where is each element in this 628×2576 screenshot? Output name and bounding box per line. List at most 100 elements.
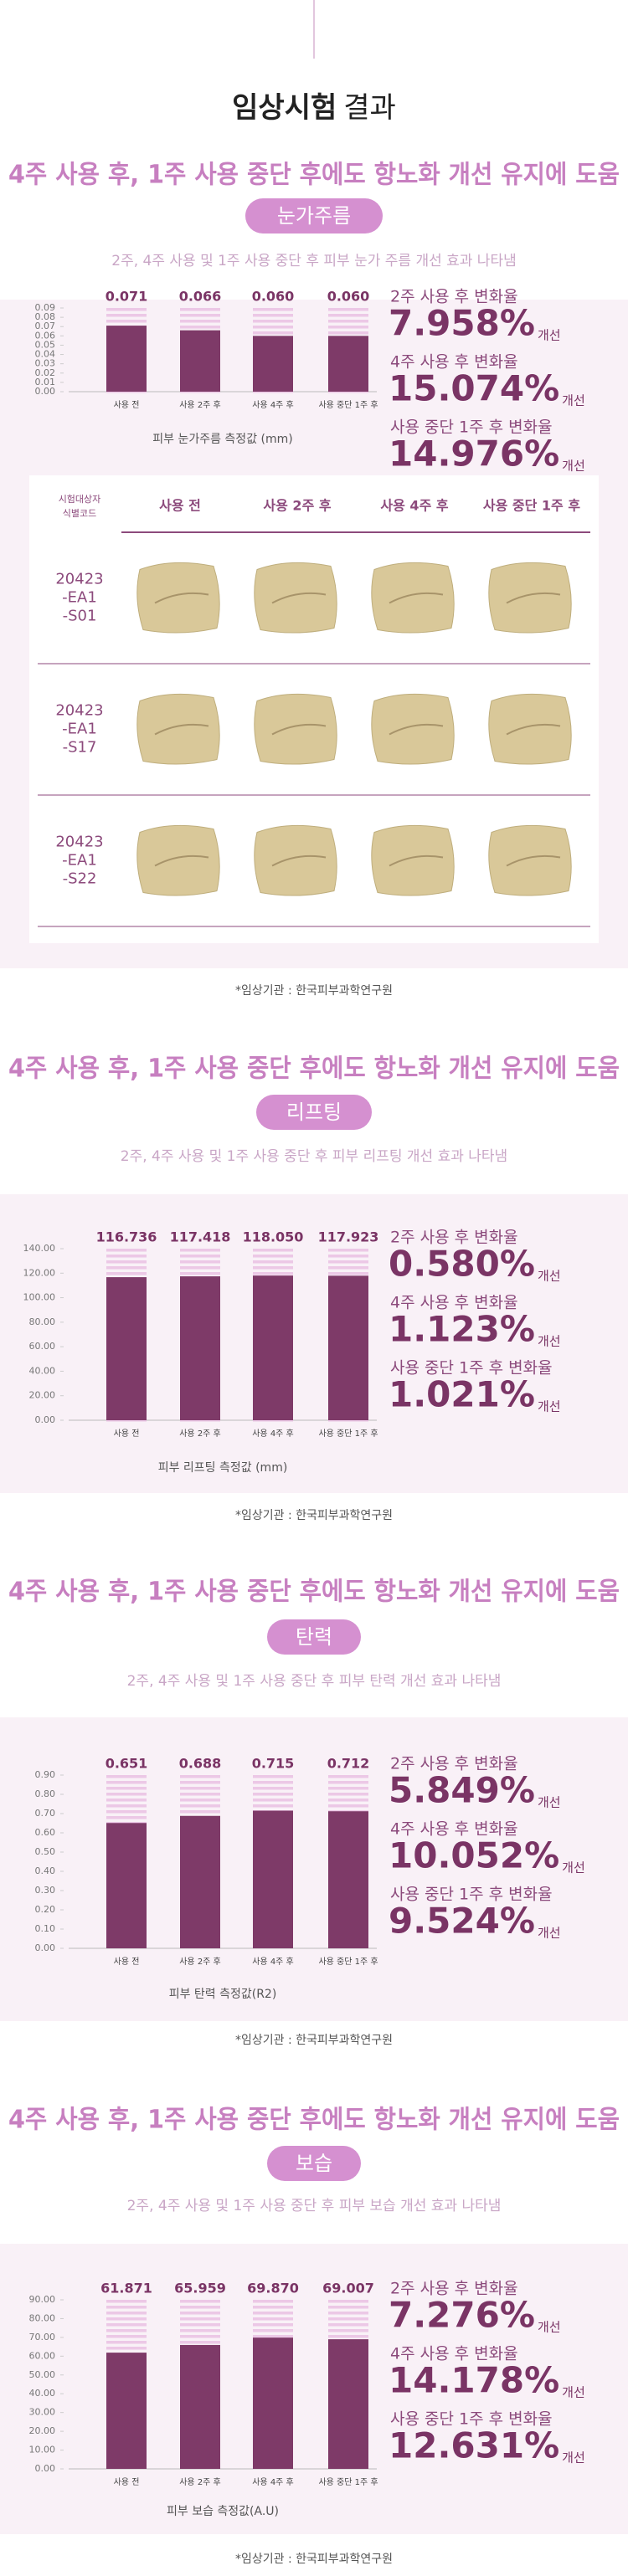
- bar-stripe: [328, 2329, 368, 2332]
- bar-stripe: [180, 1255, 220, 1258]
- bar-stripe: [253, 331, 293, 335]
- x-tick-label: 사용 4주 후: [252, 2477, 294, 2487]
- bar-stripe: [253, 2317, 293, 2321]
- bar-stripe: [106, 308, 147, 311]
- x-tick-label: 사용 중단 1주 후: [318, 1957, 378, 1967]
- bar-stripe: [180, 308, 220, 311]
- skin-replica-photo: [371, 824, 455, 896]
- bar-stripe: [328, 1793, 368, 1796]
- y-tick-label: 0.01: [35, 377, 56, 387]
- bar: [106, 1823, 147, 1948]
- skin-replica-photo: [136, 562, 220, 634]
- bar-stripe: [106, 1816, 147, 1819]
- change-suffix: 개선: [538, 2320, 561, 2335]
- bar: [253, 1810, 293, 1948]
- skin-crease: [389, 854, 444, 867]
- change-label: 사용 중단 1주 후 변화율: [390, 2410, 553, 2429]
- change-suffix: 개선: [538, 328, 561, 343]
- bar-stripe: [106, 1781, 147, 1784]
- bar-stripe: [253, 308, 293, 311]
- bar-stripe: [106, 314, 147, 317]
- change-value: 10.052%: [389, 1835, 559, 1876]
- bar-stripe: [180, 1775, 220, 1778]
- bar-stripe: [328, 320, 368, 323]
- bar-stripe: [180, 2335, 220, 2338]
- bar: [180, 2344, 220, 2469]
- bar-value-label: 65.959: [174, 2281, 226, 2296]
- y-tick-label: 40.00: [29, 2388, 56, 2399]
- bar-stripe: [253, 1793, 293, 1796]
- bar-value-label: 0.060: [327, 289, 370, 305]
- change-suffix: 개선: [538, 1926, 561, 1941]
- bar-stripe: [180, 1781, 220, 1784]
- bar-stripe: [106, 2329, 147, 2332]
- y-tick-label: 0.07: [35, 321, 56, 331]
- bar-stripe: [328, 2306, 368, 2309]
- change-value: 14.178%: [389, 2360, 559, 2401]
- bar: [106, 1277, 147, 1420]
- bar-value-label: 0.071: [106, 289, 148, 305]
- bar-stripe: [328, 1781, 368, 1784]
- bar-stripe: [106, 2317, 147, 2321]
- x-tick-label: 사용 2주 후: [179, 400, 221, 410]
- bar-stripe: [328, 308, 368, 311]
- bar-stripe: [328, 1260, 368, 1264]
- y-tick-label: 60.00: [29, 1341, 56, 1352]
- y-tick-label: 0.03: [35, 358, 56, 369]
- bar-stripe: [180, 1272, 220, 1275]
- bar: [328, 336, 368, 392]
- y-tick-label: 0.40: [35, 1865, 56, 1876]
- bar-stripe: [253, 2323, 293, 2327]
- bar-stripe: [253, 1255, 293, 1258]
- x-tick-label: 사용 전: [114, 400, 140, 410]
- bar: [328, 2339, 368, 2469]
- y-tick-label: 0.30: [35, 1885, 56, 1896]
- bar-stripe: [106, 1793, 147, 1796]
- change-label: 사용 중단 1주 후 변화율: [390, 1886, 553, 1904]
- bar-stripe: [253, 1775, 293, 1778]
- bar-stripe: [180, 314, 220, 317]
- bar: [106, 326, 147, 392]
- bar-value-label: 117.923: [318, 1229, 379, 1245]
- axis-caption: 피부 탄력 측정값(R2): [169, 1988, 277, 2001]
- bar-stripe: [253, 2335, 293, 2338]
- bar-stripe: [328, 2335, 368, 2338]
- headline: 4주 사용 후, 1주 사용 중단 후에도 항노화 개선 유지에 도움: [8, 1578, 620, 1607]
- bar-stripe: [180, 1260, 220, 1264]
- bar-stripe: [106, 2300, 147, 2303]
- skin-crease: [389, 592, 444, 604]
- skin-crease: [271, 592, 327, 604]
- change-value: 12.631%: [389, 2425, 559, 2466]
- bar-stripe: [106, 1810, 147, 1814]
- change-suffix: 개선: [562, 459, 585, 474]
- bar: [180, 330, 220, 392]
- headline: 4주 사용 후, 1주 사용 중단 후에도 항노화 개선 유지에 도움: [8, 161, 620, 190]
- bar-stripe: [180, 2306, 220, 2309]
- bar-stripe: [253, 1787, 293, 1790]
- subject-code: -S22: [63, 870, 97, 888]
- skin-replica-photo: [254, 824, 337, 896]
- change-label: 2주 사용 후 변화율: [390, 1229, 518, 1247]
- bar-stripe: [180, 1249, 220, 1252]
- x-tick-label: 사용 2주 후: [179, 2477, 221, 2487]
- bar-value-label: 0.060: [252, 289, 295, 305]
- axis-caption: 피부 리프팅 측정값 (mm): [158, 1461, 288, 1475]
- source-note: *임상기관 : 한국피부과학연구원: [235, 1509, 393, 1522]
- bar-stripe: [106, 1255, 147, 1258]
- badge-text: 탄력: [296, 1625, 332, 1649]
- skin-replica-photo: [136, 824, 220, 896]
- bar: [180, 1276, 220, 1420]
- bar-stripe: [253, 1804, 293, 1808]
- bar-value-label: 118.050: [243, 1229, 304, 1245]
- y-tick-label: 80.00: [29, 2312, 56, 2323]
- skin-crease: [506, 854, 561, 867]
- badge-background: [267, 1619, 361, 1655]
- x-tick-label: 사용 2주 후: [179, 1429, 221, 1439]
- x-tick-label: 사용 4주 후: [252, 400, 294, 410]
- change-label: 2주 사용 후 변화율: [390, 1755, 518, 1773]
- bar-value-label: 0.688: [179, 1756, 222, 1772]
- bar-stripe: [328, 1799, 368, 1802]
- badge-text: 보습: [296, 2152, 332, 2175]
- bar: [253, 2337, 293, 2469]
